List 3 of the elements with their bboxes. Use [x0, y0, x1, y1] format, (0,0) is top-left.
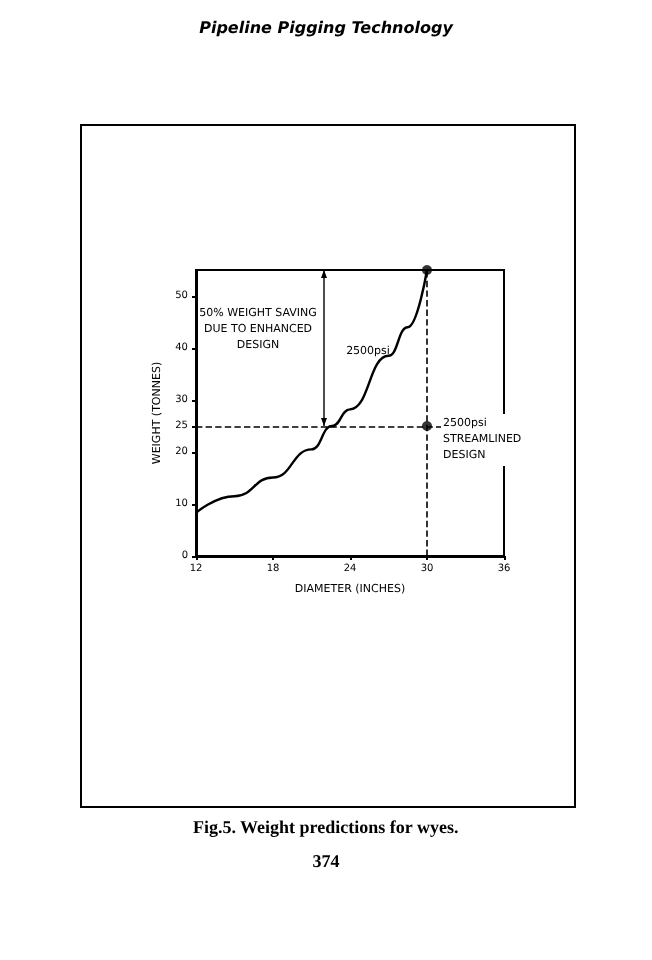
text: 374: [312, 851, 341, 871]
text: Fig.5. Weight predictions for wyes.: [192, 817, 459, 837]
text: Pipeline Pigging Technology: [199, 19, 455, 37]
